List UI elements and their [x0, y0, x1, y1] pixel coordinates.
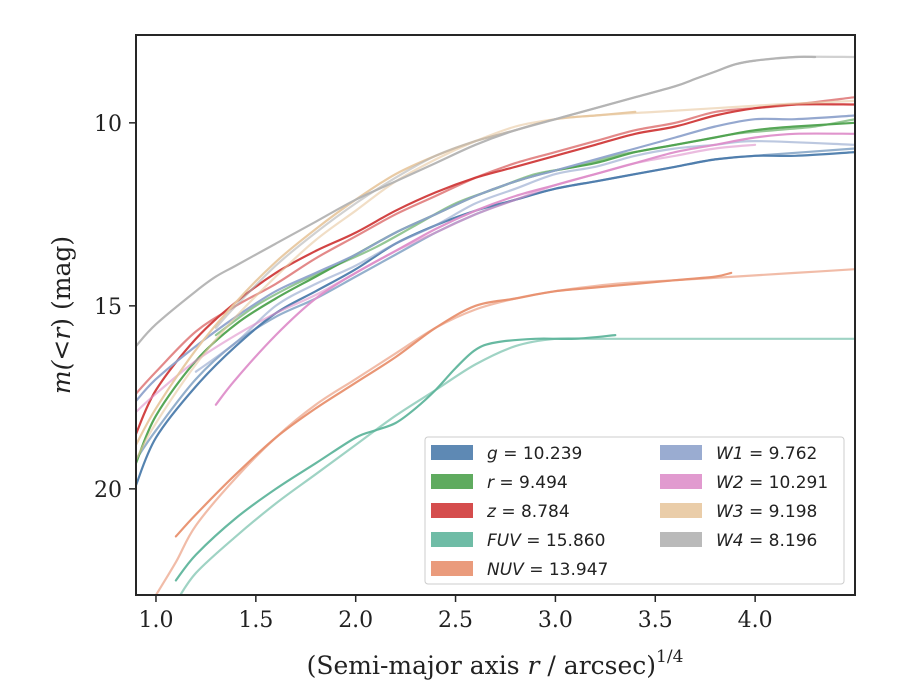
- legend-swatch-w2: [660, 474, 702, 489]
- curve-w4-2: [214, 55, 855, 329]
- curve-w2-1: [214, 132, 855, 406]
- legend-swatch-w3: [660, 503, 702, 518]
- legend-swatch-w4: [660, 532, 702, 547]
- legend: g = 10.239 r = 9.494 z = 8.784 FUV = 15.860…: [424, 436, 845, 585]
- legend-label-w4: W4 = 8.196: [716, 531, 817, 551]
- curve-fuv-2: [179, 337, 855, 595]
- legend-label-r: r = 9.494: [487, 473, 568, 493]
- curve-nuv-2: [154, 268, 855, 595]
- y-tick-label: 10: [94, 112, 122, 137]
- legend-label-w1: W1 = 9.762: [716, 444, 817, 464]
- y-axis-label: m(<r) (mag): [47, 236, 76, 394]
- legend-label-g: g = 10.239: [487, 444, 582, 464]
- y-axis-ticks: 10 15 20: [94, 112, 136, 503]
- x-tick-label: 3.5: [638, 608, 673, 633]
- plot-frame: [135, 34, 856, 596]
- y-tick-label: 20: [94, 478, 122, 503]
- x-axis-label: (Semi-major axis r / arcsec)1/4: [307, 647, 684, 680]
- legend-swatch-fuv: [431, 532, 473, 547]
- legend-swatch-w1: [660, 445, 702, 460]
- curve-fuv-1: [174, 334, 617, 582]
- curve-w3-2: [136, 99, 855, 461]
- legend-swatch-r: [431, 474, 473, 489]
- x-tick-label: 2.5: [438, 608, 473, 633]
- legend-label-w3: W3 = 9.198: [716, 502, 817, 522]
- x-tick-label: 4.0: [738, 608, 773, 633]
- plot-curves: [136, 55, 855, 595]
- curve-w2-2: [136, 143, 757, 414]
- x-axis-ticks: 1.0 1.5 2.0 2.5 3.0 3.5 4.0: [138, 595, 773, 633]
- legend-frame: [424, 436, 845, 585]
- y-tick-label: 15: [94, 295, 122, 320]
- x-tick-label: 1.0: [138, 608, 173, 633]
- x-tick-label: 3.0: [538, 608, 573, 633]
- legend-label-nuv: NUV = 13.947: [487, 560, 608, 580]
- legend-label-z: z = 8.784: [486, 502, 570, 522]
- x-tick-label: 1.5: [238, 608, 273, 633]
- legend-swatch-g: [431, 445, 473, 460]
- legend-swatch-z: [431, 503, 473, 518]
- x-tick-label: 2.0: [338, 608, 373, 633]
- legend-label-fuv: FUV = 15.860: [487, 531, 605, 551]
- legend-label-w2: W2 = 10.291: [716, 473, 828, 493]
- curve-r-2: [214, 118, 855, 337]
- legend-swatch-nuv: [431, 561, 473, 576]
